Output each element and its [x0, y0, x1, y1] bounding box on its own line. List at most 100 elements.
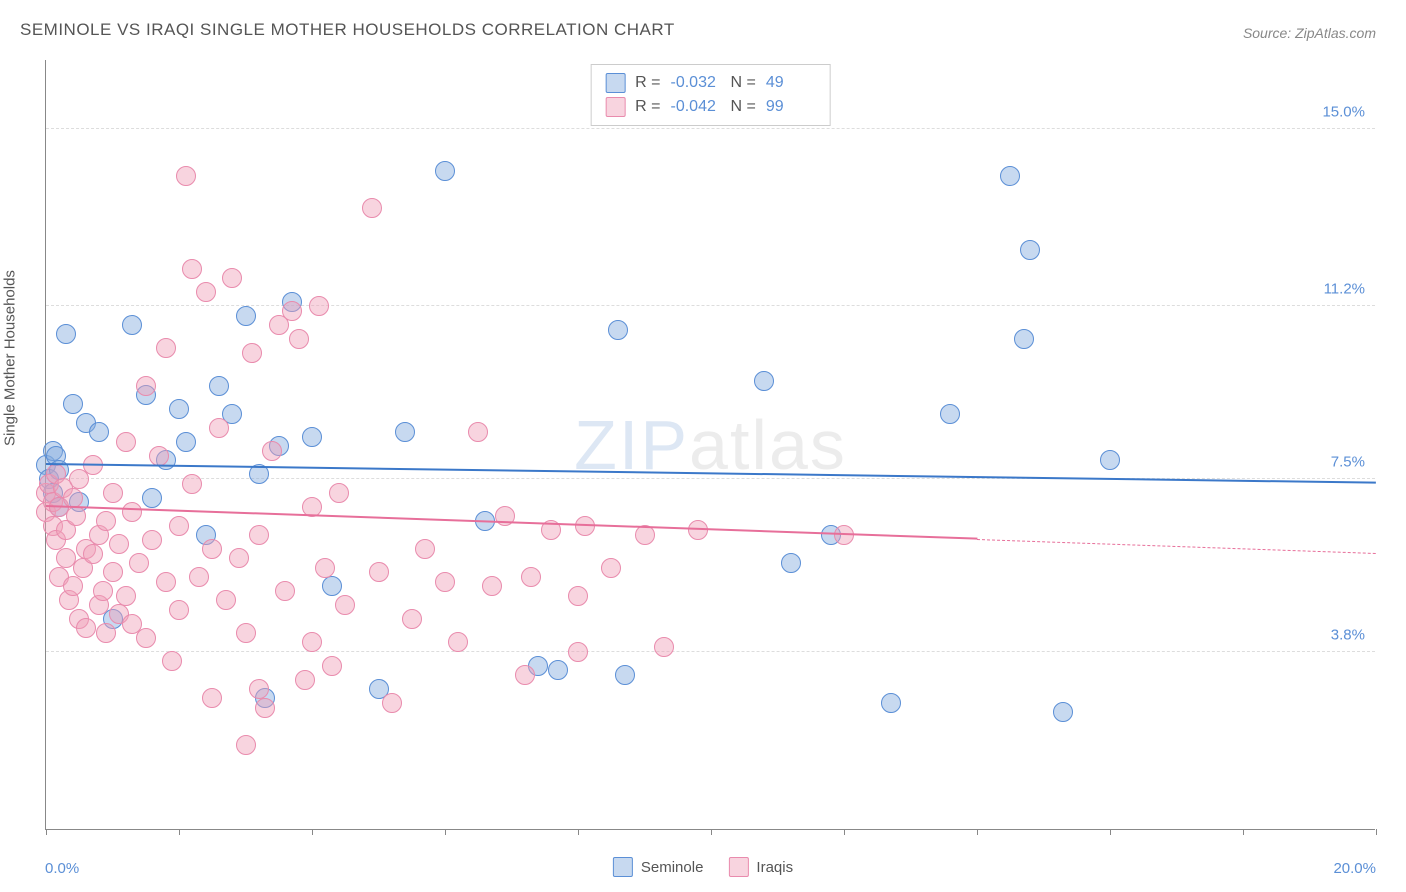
data-point: [615, 665, 635, 685]
data-point: [262, 441, 282, 461]
x-tick: [1376, 829, 1377, 835]
correlation-chart: SEMINOLE VS IRAQI SINGLE MOTHER HOUSEHOL…: [0, 0, 1406, 892]
gridline: [46, 128, 1375, 129]
data-point: [169, 516, 189, 536]
data-point: [242, 343, 262, 363]
data-point: [103, 483, 123, 503]
data-point: [149, 446, 169, 466]
chart-title: SEMINOLE VS IRAQI SINGLE MOTHER HOUSEHOL…: [20, 20, 675, 40]
data-point: [322, 576, 342, 596]
data-point: [302, 632, 322, 652]
data-point: [222, 268, 242, 288]
data-point: [236, 623, 256, 643]
x-tick: [578, 829, 579, 835]
data-point: [1100, 450, 1120, 470]
data-point: [568, 642, 588, 662]
data-point: [96, 511, 116, 531]
stats-row: R =-0.042N =99: [605, 95, 816, 119]
stat-n-label: N =: [731, 74, 756, 92]
data-point: [96, 623, 116, 643]
data-point: [289, 329, 309, 349]
x-tick: [179, 829, 180, 835]
data-point: [229, 548, 249, 568]
data-point: [236, 735, 256, 755]
data-point: [169, 399, 189, 419]
y-tick-label: 15.0%: [1322, 104, 1365, 121]
data-point: [608, 320, 628, 340]
data-point: [249, 679, 269, 699]
data-point: [189, 567, 209, 587]
data-point: [136, 376, 156, 396]
data-point: [329, 483, 349, 503]
data-point: [468, 422, 488, 442]
data-point: [63, 576, 83, 596]
data-point: [415, 539, 435, 559]
x-tick: [1110, 829, 1111, 835]
data-point: [295, 670, 315, 690]
stats-row: R = -0.032 N = 49: [605, 71, 816, 95]
trend-line: [46, 463, 1376, 484]
data-point: [548, 660, 568, 680]
data-point: [182, 474, 202, 494]
data-point: [202, 539, 222, 559]
stat-r-label: R =: [635, 98, 660, 116]
data-point: [202, 688, 222, 708]
data-point: [103, 562, 123, 582]
stat-r-value: -0.032: [671, 74, 721, 92]
stats-legend: R =-0.032N =49R =-0.042N =99: [590, 64, 831, 126]
data-point: [754, 371, 774, 391]
x-axis-max-label: 20.0%: [1333, 860, 1376, 877]
data-point: [309, 296, 329, 316]
y-tick-label: 11.2%: [1324, 281, 1365, 298]
data-point: [176, 432, 196, 452]
data-point: [249, 525, 269, 545]
x-tick: [445, 829, 446, 835]
legend-swatch: [613, 857, 633, 877]
stat-n-value: 49: [766, 74, 816, 92]
x-tick: [711, 829, 712, 835]
data-point: [236, 306, 256, 326]
data-point: [282, 301, 302, 321]
gridline: [46, 651, 1375, 652]
data-point: [688, 520, 708, 540]
legend-swatch: [728, 857, 748, 877]
data-point: [369, 562, 389, 582]
legend-label: Iraqis: [756, 859, 793, 876]
data-point: [382, 693, 402, 713]
data-point: [1020, 240, 1040, 260]
data-point: [654, 637, 674, 657]
data-point: [63, 488, 83, 508]
data-point: [1000, 166, 1020, 186]
data-point: [209, 418, 229, 438]
data-point: [63, 394, 83, 414]
data-point: [781, 553, 801, 573]
data-point: [109, 534, 129, 554]
data-point: [435, 161, 455, 181]
stat-r-label: R =: [635, 74, 660, 92]
y-tick-label: 7.5%: [1331, 454, 1365, 471]
stat-r-value: -0.042: [671, 98, 721, 116]
data-point: [302, 427, 322, 447]
data-point: [601, 558, 621, 578]
data-point: [402, 609, 422, 629]
x-tick: [46, 829, 47, 835]
data-point: [362, 198, 382, 218]
data-point: [66, 506, 86, 526]
bottom-legend: SeminoleIraqis: [613, 857, 793, 877]
data-point: [335, 595, 355, 615]
data-point: [1053, 702, 1073, 722]
data-point: [156, 572, 176, 592]
x-axis-min-label: 0.0%: [45, 860, 79, 877]
data-point: [169, 600, 189, 620]
data-point: [482, 576, 502, 596]
data-point: [216, 590, 236, 610]
x-tick: [312, 829, 313, 835]
data-point: [136, 628, 156, 648]
data-point: [255, 698, 275, 718]
x-tick: [1243, 829, 1244, 835]
legend-swatch: [605, 73, 625, 93]
data-point: [89, 422, 109, 442]
data-point: [176, 166, 196, 186]
legend-item: Iraqis: [728, 857, 793, 877]
y-tick-label: 3.8%: [1331, 626, 1365, 643]
